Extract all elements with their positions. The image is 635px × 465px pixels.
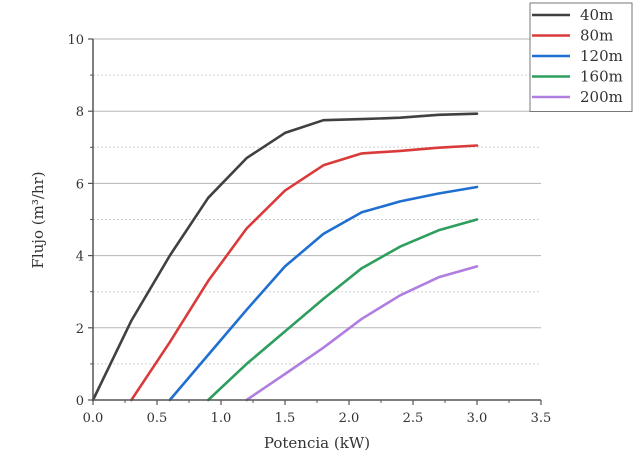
y-tick-label: 4 xyxy=(76,250,84,265)
legend: 40m 80m 120m 160m 200m xyxy=(529,2,633,112)
x-axis-title: Potencia (kW) xyxy=(264,434,370,452)
y-tick-label: 0 xyxy=(76,394,84,409)
grid xyxy=(93,38,541,365)
series-group xyxy=(91,112,479,402)
legend-label: 160m xyxy=(580,68,623,86)
x-tick-label: 3.0 xyxy=(467,411,488,426)
y-tick-label: 2 xyxy=(76,322,84,337)
x-tick-label: 0.5 xyxy=(147,411,168,426)
series-line-160m xyxy=(206,218,479,402)
x-tick-label: 3.5 xyxy=(531,411,552,426)
y-tick-label: 10 xyxy=(67,33,84,48)
legend-label: 40m xyxy=(580,6,613,24)
legend-label: 120m xyxy=(580,47,623,65)
x-tick-label: 1.0 xyxy=(211,411,232,426)
axes: 0 2 4 6 8 10 0.0 0.5 1.0 1.5 2.0 2.5 3.0 3.5 xyxy=(67,33,551,426)
x-tick-label: 2.0 xyxy=(339,411,360,426)
series-line-120m xyxy=(168,185,479,402)
series-line-40m xyxy=(91,112,479,402)
y-tick-label: 8 xyxy=(76,105,84,120)
x-tick-label: 2.5 xyxy=(403,411,424,426)
legend-label: 80m xyxy=(580,27,613,45)
y-tick-label: 6 xyxy=(76,177,84,192)
series-line-200m xyxy=(245,265,479,402)
series-line-80m xyxy=(130,144,479,402)
y-axis-title: Flujo (m³/hr) xyxy=(29,171,47,268)
x-tick-label: 1.5 xyxy=(275,411,296,426)
legend-label: 200m xyxy=(580,88,623,106)
x-tick-label: 0.0 xyxy=(83,411,104,426)
